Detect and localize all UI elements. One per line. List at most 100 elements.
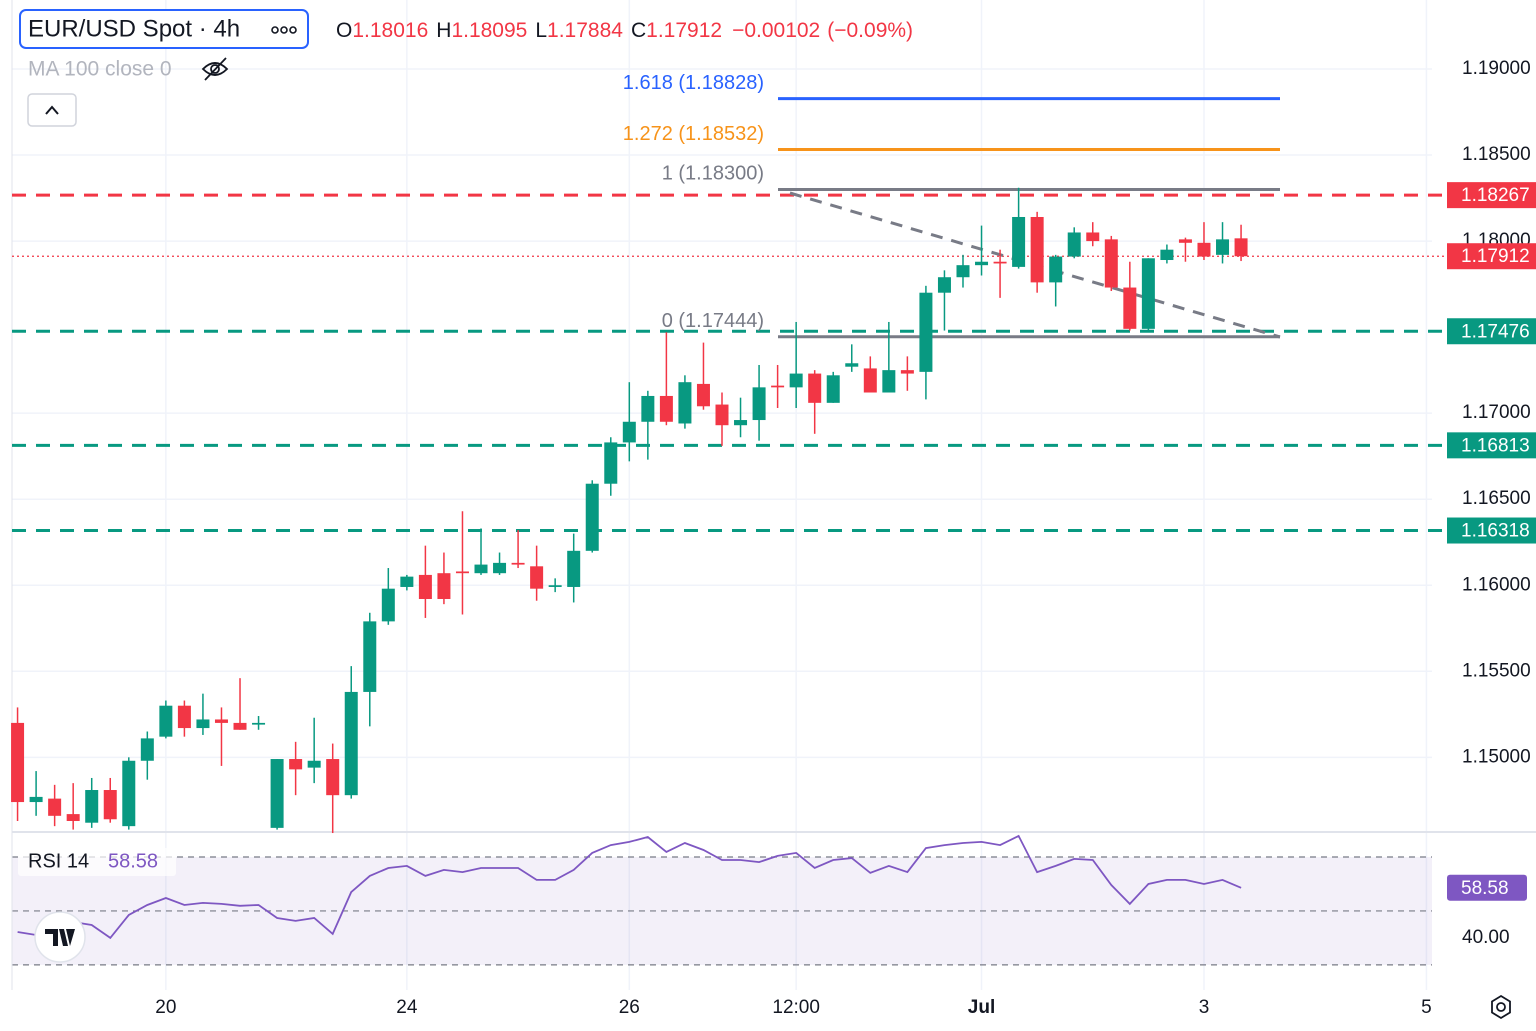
- y-tick-label: 1.16500: [1462, 488, 1531, 509]
- candle-body: [85, 790, 99, 823]
- candle-body: [585, 483, 599, 551]
- fib-label: 0 (1.17444): [662, 310, 764, 332]
- candle-body: [196, 719, 210, 729]
- candle-body: [1030, 216, 1044, 283]
- candle-body: [344, 691, 358, 796]
- collapse-button[interactable]: [27, 93, 77, 127]
- y-tick-label: 1.16000: [1462, 574, 1531, 595]
- eye-off-icon[interactable]: [201, 57, 229, 81]
- fib-label: 1.272 (1.18532): [623, 123, 764, 145]
- fib-label: 1 (1.18300): [662, 163, 764, 185]
- candle-body: [548, 585, 562, 587]
- candle-body: [734, 420, 748, 426]
- rsi-value: 58.58: [108, 850, 158, 872]
- level-tag-label: 1.17476: [1461, 321, 1530, 342]
- rsi-pane: [12, 834, 1432, 966]
- x-tick-label: 20: [155, 997, 176, 1018]
- x-tick-label: Jul: [968, 997, 995, 1018]
- x-tick-label: 5: [1421, 997, 1432, 1018]
- high-value: 1.18095: [451, 19, 527, 42]
- level-tag-label: 1.16813: [1461, 435, 1530, 456]
- candle-body: [270, 759, 284, 828]
- fib-label: 1.618 (1.18828): [623, 72, 764, 94]
- level-tag: [1447, 318, 1536, 345]
- candle-body: [511, 562, 525, 565]
- change-percent: (−0.09%): [827, 19, 913, 42]
- rsi-title: RSI 14: [28, 850, 89, 872]
- rsi-tick-label: 40.00: [1462, 927, 1510, 948]
- candle-body: [455, 571, 469, 574]
- low-letter: L: [535, 19, 547, 42]
- close-letter: C: [631, 19, 646, 42]
- candle-body: [956, 265, 970, 278]
- open-value: 1.18016: [352, 19, 428, 42]
- candle-body: [641, 395, 655, 422]
- ohlc-legend: O1.18016 H1.18095 L1.17884 C1.17912 −0.00102…: [336, 19, 913, 42]
- more-icon[interactable]: [271, 26, 297, 34]
- candle-body: [1067, 232, 1081, 257]
- axes: 20 24 26 12:00 Jul 3 5 1.15000 1.15500 1.16000 1.1…: [155, 58, 1536, 1018]
- rsi-value-tag-label: 58.58: [1461, 878, 1509, 899]
- candle-body: [140, 738, 154, 761]
- symbol-box[interactable]: [19, 9, 309, 49]
- candle-body: [1086, 232, 1100, 242]
- candle-body: [214, 719, 228, 723]
- candle-body: [103, 790, 117, 820]
- candle-body: [678, 382, 692, 424]
- candle-body: [289, 759, 303, 770]
- level-tag: [1447, 432, 1536, 459]
- candle-body: [11, 722, 25, 803]
- candle-body: [1141, 258, 1155, 329]
- candle-body: [622, 421, 636, 443]
- candle-body: [975, 261, 989, 266]
- candle-body: [900, 370, 914, 374]
- candle-body: [937, 277, 951, 293]
- y-tick-label: 1.18500: [1462, 144, 1531, 165]
- candle-body: [659, 395, 673, 422]
- y-tick-label: 1.17000: [1462, 402, 1531, 423]
- settings-icon[interactable]: [1491, 994, 1511, 1020]
- candle-body: [418, 574, 432, 600]
- high-letter: H: [436, 19, 451, 42]
- candle-body: [493, 562, 507, 574]
- candle-body: [252, 722, 266, 725]
- candle-body: [122, 760, 136, 827]
- candle-body: [437, 573, 451, 600]
- x-tick-label: 24: [396, 997, 418, 1018]
- candle-body: [326, 759, 340, 796]
- candle-body: [715, 404, 729, 426]
- candle-body: [863, 368, 877, 393]
- y-tick-label: 1.19000: [1462, 58, 1531, 79]
- candle-body: [159, 705, 173, 737]
- candle-body: [1104, 239, 1118, 288]
- candle-body: [400, 576, 414, 587]
- y-tick-label: 1.15500: [1462, 660, 1531, 681]
- x-tick-label: 12:00: [772, 997, 820, 1018]
- y-tick-label: 1.15000: [1462, 746, 1531, 767]
- candle-body: [1160, 249, 1174, 261]
- candle-body: [233, 722, 247, 730]
- candle-body: [882, 370, 896, 393]
- price-tag-label: 1.17912: [1461, 246, 1530, 267]
- candle-body: [567, 550, 581, 587]
- candle-body: [1178, 239, 1192, 243]
- level-tag: [1447, 182, 1536, 209]
- candle-body: [808, 373, 822, 403]
- grid: [12, 0, 1432, 990]
- level-tag-label: 1.16318: [1461, 521, 1530, 542]
- candle-body: [29, 796, 43, 803]
- chevron-up-icon: [45, 105, 59, 115]
- candle-body: [826, 375, 840, 403]
- candle-body: [66, 814, 80, 821]
- logo[interactable]: [34, 911, 86, 963]
- symbol-title: EUR/USD Spot · 4h: [28, 15, 240, 42]
- candle-body: [177, 705, 191, 729]
- rsi-value-tag: [1447, 874, 1527, 901]
- candle-body: [604, 442, 618, 484]
- candle-body: [530, 566, 544, 589]
- rsi-line: [17, 834, 1242, 940]
- candle-body: [845, 363, 859, 367]
- candle-body: [474, 564, 488, 574]
- candle-body: [1012, 216, 1026, 267]
